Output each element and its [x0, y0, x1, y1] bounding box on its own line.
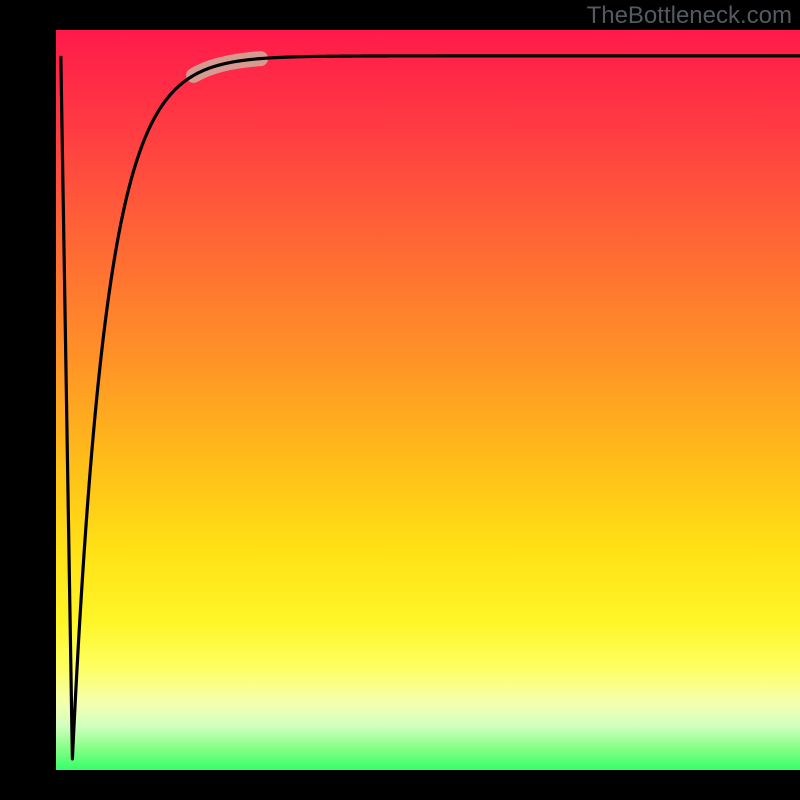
axis-frame-bottom [0, 770, 800, 800]
plot-area [56, 30, 800, 770]
bottleneck-curve [61, 56, 800, 759]
curve-layer [56, 30, 800, 770]
watermark-text: TheBottleneck.com [587, 2, 792, 30]
axis-frame-left [0, 0, 56, 800]
chart-root: { "canvas": { "width": 800, "height": 80… [0, 0, 800, 800]
